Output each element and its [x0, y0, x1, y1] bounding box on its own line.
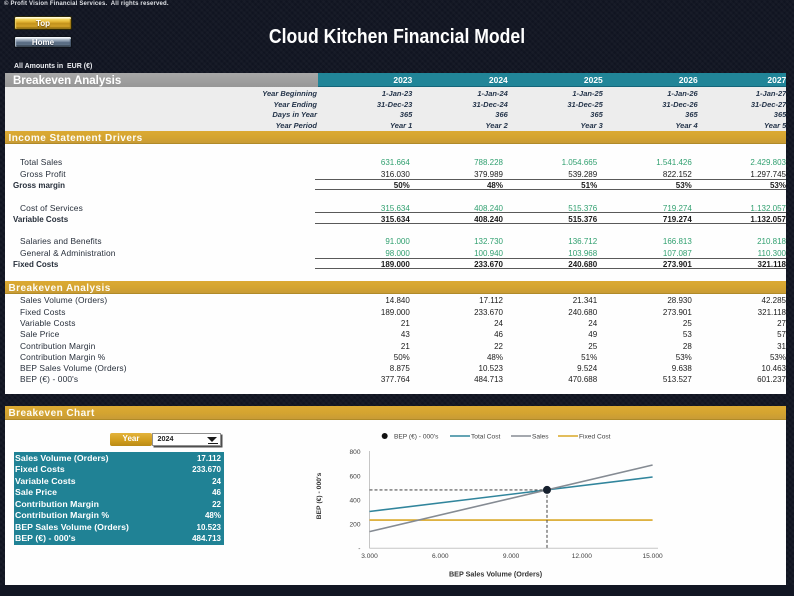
- svg-text:Fixed Cost: Fixed Cost: [579, 433, 611, 440]
- svg-text:15.000: 15.000: [643, 553, 664, 560]
- svg-text:3.000: 3.000: [361, 553, 378, 560]
- svg-text:9.000: 9.000: [503, 553, 520, 560]
- svg-text:400: 400: [349, 497, 360, 504]
- svg-text:800: 800: [349, 449, 360, 456]
- svg-text:-: -: [358, 546, 360, 553]
- svg-text:BEP (€) - 000's: BEP (€) - 000's: [394, 433, 439, 440]
- svg-text:600: 600: [349, 473, 360, 480]
- svg-text:Sales: Sales: [532, 433, 549, 440]
- svg-text:6.000: 6.000: [432, 553, 449, 560]
- svg-text:BEP (€) - 000's: BEP (€) - 000's: [316, 472, 323, 519]
- svg-text:Total Cost: Total Cost: [471, 433, 500, 440]
- svg-text:200: 200: [349, 522, 360, 529]
- svg-text:12.000: 12.000: [572, 553, 593, 560]
- svg-text:BEP Sales Volume (Orders): BEP Sales Volume (Orders): [449, 569, 543, 578]
